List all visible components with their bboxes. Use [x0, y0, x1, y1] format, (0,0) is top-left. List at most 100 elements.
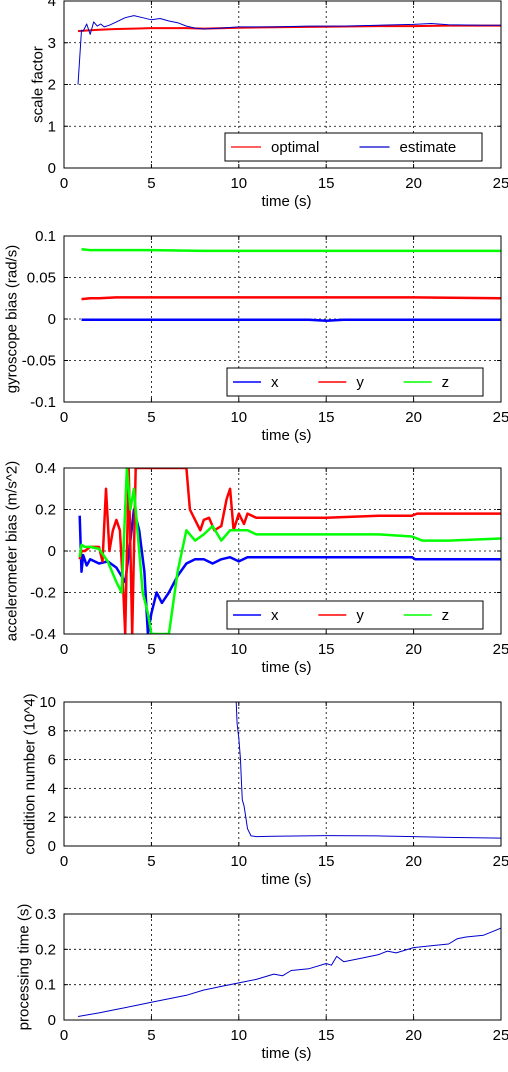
chart-5: 0 5 10 15 20 25 0 0.1 0.2 0.3 time (s) processing t…	[16, 904, 508, 1062]
chart-1: 0 5 10 15 20 25 0 1 2 3 4 time (s) scale factor optim…	[30, 0, 508, 210]
y-tick-label: 0	[48, 1012, 56, 1029]
legend-label-z: z	[442, 607, 450, 624]
y-tick-label: 0.2	[35, 941, 56, 958]
x-tick-label: 10	[230, 409, 247, 426]
series-line-x	[78, 508, 501, 634]
chart-2: 0 5 10 15 20 25 -0.1 -0.05 0 0.05 0.1 time (s) gyros…	[4, 228, 508, 444]
x-tick-label: 0	[60, 1027, 68, 1044]
series-group	[81, 248, 501, 322]
legend-box	[226, 600, 484, 630]
x-tick-label: 20	[405, 641, 422, 658]
y-tick-label: 2	[48, 809, 56, 826]
x-tick-label: 10	[230, 641, 247, 658]
plot-frame	[63, 235, 502, 403]
legend-box	[224, 132, 483, 162]
x-tick-label: 5	[147, 409, 155, 426]
plot-frame	[63, 701, 502, 847]
x-tick-label: 20	[405, 175, 422, 192]
legend-label-y: y	[356, 607, 364, 624]
legend-label-x: x	[271, 607, 279, 624]
x-tick-label: 10	[230, 853, 247, 870]
plot-frame	[63, 467, 502, 635]
x-tick-label: 15	[318, 641, 335, 658]
y-tick-label: 3	[48, 35, 56, 52]
y-axis-label: accelerometer bias (m/s^2)	[4, 461, 21, 641]
y-tick-label: 0.4	[35, 460, 56, 477]
y-tick-label: -0.2	[30, 585, 56, 602]
x-tick-label: 5	[147, 853, 155, 870]
legend: optimal estimate	[224, 132, 483, 162]
plot-frame	[63, 0, 502, 169]
y-axis-label: processing time (s)	[16, 904, 33, 1031]
y-tick-label: 0.1	[35, 977, 56, 994]
y-tick-label: 10	[39, 694, 56, 711]
x-tick-label: 10	[230, 175, 247, 192]
x-axis-label: time (s)	[262, 871, 312, 888]
x-axis-label: time (s)	[262, 427, 312, 444]
y-tick-label: 4	[48, 780, 56, 797]
x-tick-label: 25	[493, 409, 508, 426]
y-axis-label: gyroscope bias (rad/s)	[4, 245, 21, 393]
legend-label-optimal: optimal	[271, 139, 319, 156]
x-axis-label: time (s)	[262, 1045, 312, 1062]
x-tick-label: 5	[147, 1027, 155, 1044]
legend-label-x: x	[271, 374, 279, 391]
series-group	[77, 927, 501, 1017]
y-tick-label: 0.1	[35, 228, 56, 245]
series-group	[78, 468, 501, 634]
x-axis-label: time (s)	[262, 193, 312, 210]
series-group	[77, 15, 501, 85]
legend-label-z: z	[442, 374, 450, 391]
series-line-1	[77, 927, 501, 1017]
y-tick-label: 8	[48, 723, 56, 740]
x-tick-label: 25	[493, 175, 508, 192]
x-tick-label: 25	[493, 1027, 508, 1044]
x-tick-label: 20	[405, 853, 422, 870]
series-line-estimate	[77, 15, 501, 85]
x-axis-label: time (s)	[262, 659, 312, 676]
x-tick-label: 25	[493, 853, 508, 870]
y-tick-label: 0.3	[35, 906, 56, 923]
x-tick-label: 0	[60, 853, 68, 870]
y-tick-label: -0.05	[22, 353, 56, 370]
y-tick-label: -0.4	[30, 626, 56, 643]
x-tick-label: 0	[60, 175, 68, 192]
x-tick-label: 5	[147, 175, 155, 192]
series-line-1	[235, 702, 501, 839]
y-tick-label: 6	[48, 752, 56, 769]
legend: x y z	[226, 367, 484, 397]
legend-label-y: y	[356, 374, 364, 391]
x-tick-label: 0	[60, 409, 68, 426]
y-tick-label: 1	[48, 118, 56, 135]
y-tick-label: 0.05	[27, 270, 56, 287]
legend-box	[226, 367, 484, 397]
series-group	[235, 702, 501, 839]
chart-4: 0 5 10 15 20 25 0 2 4 6 8 10 time (s) condition numbe…	[22, 693, 508, 888]
x-tick-label: 0	[60, 641, 68, 658]
y-axis-label: condition number (10^4)	[22, 693, 39, 854]
y-tick-label: 2	[48, 77, 56, 94]
y-tick-label: 4	[48, 0, 56, 10]
legend: x y z	[226, 600, 484, 630]
x-tick-label: 15	[318, 175, 335, 192]
y-axis-label: scale factor	[30, 46, 47, 123]
series-line-y	[81, 296, 501, 301]
legend-label-estimate: estimate	[400, 139, 457, 156]
x-tick-label: 15	[318, 409, 335, 426]
y-tick-label: 0.2	[35, 502, 56, 519]
y-tick-label: 0	[48, 160, 56, 177]
series-line-z	[78, 468, 501, 634]
y-tick-label: -0.1	[30, 394, 56, 411]
y-tick-label: 0	[48, 311, 56, 328]
series-line-z	[81, 248, 501, 253]
y-tick-label: 0	[48, 543, 56, 560]
plot-frame	[63, 913, 502, 1021]
series-line-y	[78, 468, 501, 634]
x-tick-label: 5	[147, 641, 155, 658]
x-tick-label: 15	[318, 853, 335, 870]
x-tick-label: 15	[318, 1027, 335, 1044]
chart-3: 0 5 10 15 20 25 -0.4 -0.2 0 0.2 0.4 time (s) acceler…	[4, 460, 508, 676]
y-tick-label: 0	[48, 838, 56, 855]
x-tick-label: 20	[405, 409, 422, 426]
